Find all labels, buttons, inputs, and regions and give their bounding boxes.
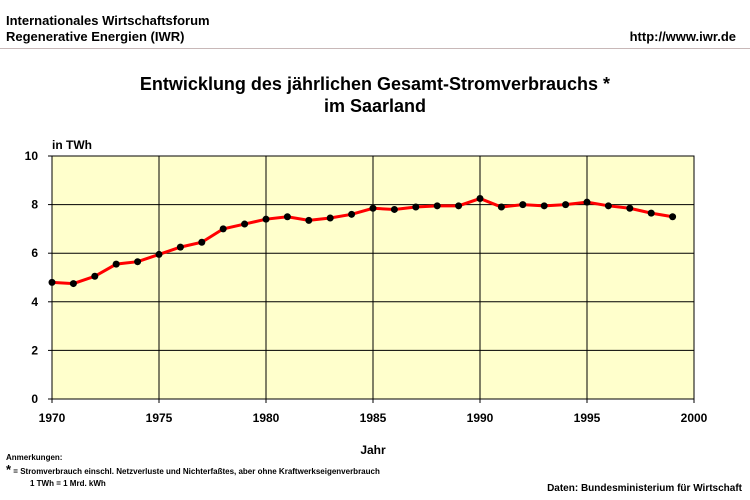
x-axis-label: Jahr [360,443,386,457]
data-point [519,201,527,209]
data-point [91,272,99,280]
y-axis-label: in TWh [52,138,92,152]
data-point [219,225,227,233]
data-point [412,203,420,211]
notes-heading: Anmerkungen: [6,453,63,462]
data-point [155,250,163,258]
x-tick-label: 1975 [146,411,173,425]
data-point [241,220,249,228]
notes-text1: = Stromverbrauch einschl. Netzverluste u… [13,467,380,476]
x-tick-label: 1970 [39,411,66,425]
footnote-star: * [6,462,12,477]
data-point [669,213,677,221]
x-tick-label: 2000 [681,411,708,425]
y-tick-label: 8 [31,198,38,212]
data-point [647,209,655,217]
organization-name-line1: Internationales Wirtschaftsforum [6,13,210,28]
data-point [626,204,634,212]
data-point [283,213,291,221]
data-point [326,214,334,222]
data-point [390,205,398,213]
x-tick-label: 1985 [360,411,387,425]
y-tick-label: 0 [31,392,38,406]
data-point [112,260,120,268]
chart-title-line2: im Saarland [323,96,427,116]
data-point [433,202,441,210]
organization-name: Internationales Wirtschaftsforum Regener… [6,13,210,45]
data-point [348,210,356,218]
chart-title: Entwicklung des jährlichen Gesamt-Stromv… [0,73,750,117]
notes-line2: 1 TWh = 1 Mrd. kWh [30,479,106,488]
data-point [69,280,77,288]
notes: Anmerkungen: * = Stromverbrauch einschl.… [6,452,380,490]
data-point [540,202,548,210]
chart-title-line1: Entwicklung des jährlichen Gesamt-Stromv… [139,74,611,94]
data-point [134,258,142,266]
data-point [562,201,570,209]
data-point [176,243,184,251]
website-url[interactable]: http://www.iwr.de [629,29,736,44]
y-tick-label: 4 [31,295,38,309]
data-markers [48,195,677,288]
data-point [48,278,56,286]
x-tick-label: 1990 [467,411,494,425]
y-axis-ticks: 0 2 4 6 8 10 [25,149,52,406]
data-point [476,195,484,203]
x-tick-label: 1980 [253,411,280,425]
data-point [604,202,612,210]
header-divider [0,48,750,49]
data-point [198,238,206,246]
x-axis-ticks: 1970 1975 1980 1985 1990 1995 2000 [39,399,708,425]
data-point [262,215,270,223]
data-point [497,203,505,211]
organization-name-line2: Regenerative Energien (IWR) [6,29,185,44]
data-source: Daten: Bundesministerium für Wirtschaft [547,483,742,494]
data-point [305,216,313,224]
series-line [51,196,673,286]
data-point [583,198,591,206]
y-tick-label: 6 [31,246,38,260]
data-point [455,202,463,210]
x-tick-label: 1995 [574,411,601,425]
y-tick-label: 10 [25,149,39,163]
y-tick-label: 2 [31,343,38,357]
data-point [369,204,377,212]
notes-line1: * = Stromverbrauch einschl. Netzverluste… [6,462,380,478]
